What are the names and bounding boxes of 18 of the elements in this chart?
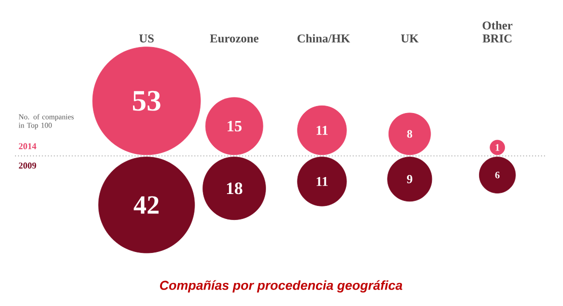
data-label: 1 [496,144,500,151]
category-label: US [139,34,154,42]
data-label: 53 [132,90,160,111]
data-label: 18 [227,182,242,194]
category-label: UK [401,34,419,42]
category-label: China/HK [298,34,350,42]
text: 2014 [18,143,36,150]
category-label: Eurozone [210,34,258,42]
data-label: 42 [134,196,159,214]
data-label: 9 [406,175,412,184]
data-label: 11 [316,177,328,186]
data-label: 6 [495,172,500,178]
data-label: 15 [228,120,242,132]
data-label: 8 [407,130,412,138]
text: 2009 [18,162,36,169]
text: Compañías por procedencia geográfica [160,280,402,292]
data-label: 11 [316,126,328,135]
category-label: Other BRIC [482,21,512,42]
